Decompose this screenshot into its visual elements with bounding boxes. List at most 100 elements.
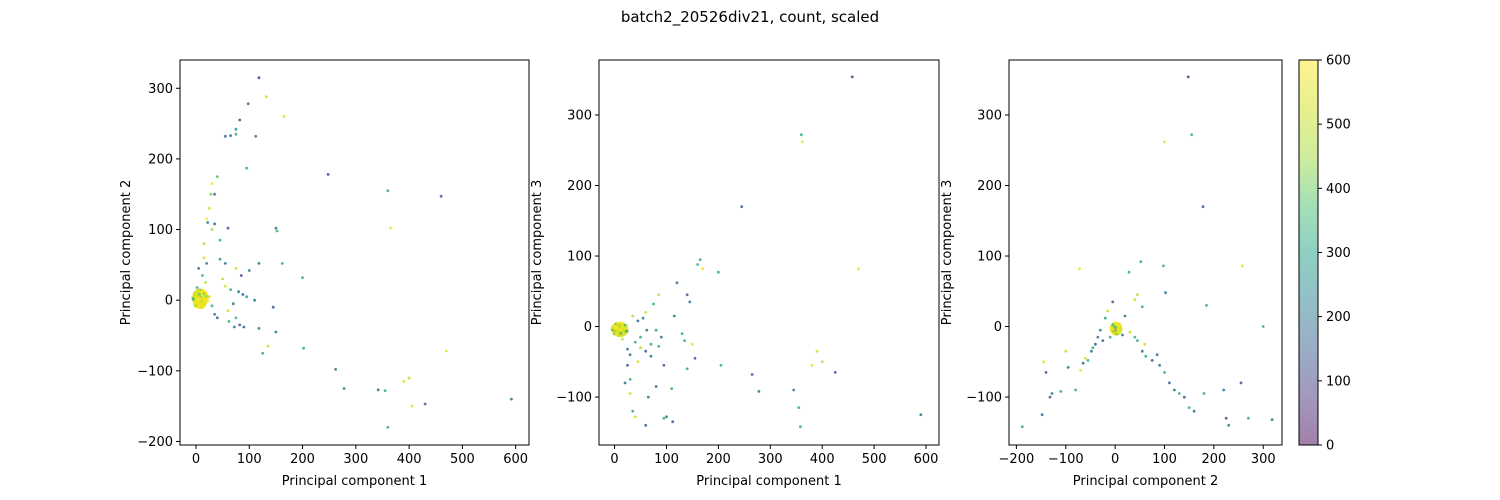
scatter-point bbox=[626, 363, 629, 367]
scatter-point bbox=[662, 416, 666, 420]
x-tick-label: 0 bbox=[192, 452, 200, 467]
scatter-point bbox=[654, 328, 658, 332]
scatter-point bbox=[234, 267, 238, 270]
scatter-point bbox=[701, 267, 705, 271]
x-tick-label: 0 bbox=[1111, 452, 1119, 467]
scatter-point bbox=[1241, 264, 1244, 268]
scatter-point bbox=[1042, 360, 1045, 364]
scatter-point bbox=[239, 274, 243, 277]
scatter-point bbox=[247, 269, 251, 272]
scatter-points bbox=[191, 76, 513, 429]
scatter-point bbox=[439, 194, 443, 198]
scatter-point bbox=[799, 425, 802, 429]
scatter-point bbox=[234, 316, 238, 320]
x-tick-label: 200 bbox=[706, 452, 731, 467]
scatter-point bbox=[628, 392, 632, 395]
scatter-point bbox=[623, 381, 627, 385]
scatter-point bbox=[218, 257, 222, 261]
x-tick-label: 100 bbox=[237, 452, 262, 467]
scatter-point bbox=[636, 360, 640, 364]
scatter-point bbox=[1162, 264, 1165, 268]
scatter-point bbox=[646, 395, 650, 399]
scatter-point bbox=[226, 309, 230, 313]
scatter-point bbox=[445, 349, 448, 353]
scatter-point bbox=[234, 127, 238, 131]
scatter-point bbox=[206, 221, 210, 224]
scatter-point bbox=[326, 173, 330, 176]
scatter-point bbox=[801, 140, 804, 144]
scatter-point bbox=[1247, 416, 1250, 420]
cluster-point bbox=[622, 332, 626, 336]
scatter-point bbox=[257, 327, 261, 330]
scatter-point bbox=[215, 316, 219, 320]
scatter-point bbox=[662, 363, 666, 367]
y-tick-label: 0 bbox=[994, 320, 1002, 335]
scatter-point bbox=[1201, 205, 1205, 209]
scatter-point bbox=[242, 325, 246, 329]
scatter-point bbox=[229, 288, 233, 291]
scatter-point bbox=[1133, 335, 1137, 339]
scatter-point bbox=[657, 344, 661, 348]
scatter-point bbox=[410, 404, 414, 408]
scatter-point bbox=[820, 360, 824, 364]
scatter-point bbox=[693, 356, 697, 360]
plot-panel-pc2-vs-pc3: −200 −100 0 100 200 300 −100 0 100 200 300 Principa… bbox=[940, 59, 1283, 489]
scatter-point bbox=[792, 388, 796, 392]
scatter-point bbox=[1164, 291, 1167, 295]
scatter-point bbox=[631, 409, 635, 413]
cluster-point bbox=[1112, 331, 1116, 335]
scatter-point bbox=[654, 385, 658, 388]
cluster-point bbox=[615, 329, 620, 333]
scatter-point bbox=[245, 295, 249, 299]
scatter-point bbox=[1127, 270, 1131, 274]
scatter-point bbox=[649, 354, 653, 358]
scatter-point bbox=[210, 182, 214, 186]
scatter-point bbox=[226, 226, 230, 230]
scatter-point bbox=[657, 293, 661, 297]
y-axis-label: Principal component 3 bbox=[940, 180, 955, 325]
scatter-point bbox=[628, 378, 632, 381]
scatter-point bbox=[231, 302, 235, 306]
x-tick-label: 600 bbox=[503, 452, 528, 467]
scatter-point bbox=[810, 363, 814, 367]
y-tick-label: 100 bbox=[977, 250, 1002, 265]
colorbar-tick-label: 600 bbox=[1326, 54, 1351, 69]
cluster-point bbox=[1110, 328, 1114, 332]
x-tick-label: 200 bbox=[290, 452, 315, 467]
scatter-points bbox=[610, 75, 923, 429]
scatter-point bbox=[209, 192, 213, 196]
scatter-point bbox=[207, 295, 211, 299]
scatter-point bbox=[1139, 260, 1143, 264]
cluster-point bbox=[191, 297, 195, 301]
scatter-point bbox=[691, 342, 694, 346]
scatter-point bbox=[628, 353, 632, 357]
x-tick-label: 500 bbox=[862, 452, 887, 467]
scatter-point bbox=[238, 323, 242, 327]
scatter-point bbox=[626, 347, 629, 351]
scatter-point bbox=[1103, 316, 1107, 320]
scatter-point bbox=[510, 397, 513, 401]
scatter-point bbox=[215, 175, 219, 179]
cluster-point bbox=[625, 329, 629, 333]
scatter-point bbox=[1091, 346, 1095, 350]
scatter-points bbox=[1020, 75, 1274, 429]
scatter-point bbox=[342, 387, 346, 390]
scatter-point bbox=[670, 387, 674, 390]
scatter-point bbox=[1040, 413, 1044, 417]
scatter-point bbox=[207, 206, 211, 210]
scatter-point bbox=[221, 277, 225, 281]
scatter-point bbox=[301, 276, 304, 279]
scatter-point bbox=[201, 274, 204, 277]
x-tick-label: 200 bbox=[1201, 452, 1226, 467]
y-tick-label: 200 bbox=[567, 179, 592, 194]
scatter-point bbox=[649, 342, 653, 346]
scatter-point bbox=[1020, 425, 1024, 429]
scatter-point bbox=[644, 423, 648, 427]
scatter-point bbox=[1106, 309, 1110, 313]
scatter-point bbox=[1239, 381, 1243, 385]
scatter-point bbox=[671, 420, 675, 424]
scatter-point bbox=[1074, 388, 1077, 392]
y-tick-label: 300 bbox=[977, 109, 1002, 124]
scatter-point bbox=[633, 340, 637, 344]
scatter-point bbox=[1150, 359, 1154, 362]
